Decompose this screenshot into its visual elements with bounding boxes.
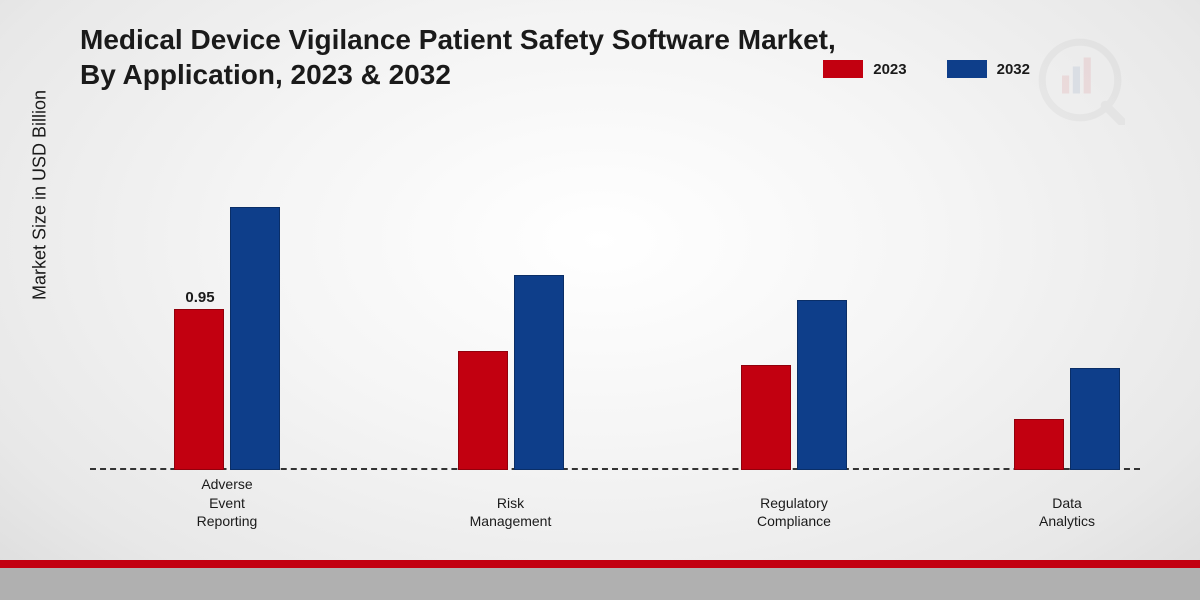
footer-bar bbox=[0, 568, 1200, 600]
chart-area: 0.95Adverse Event Reporting Risk Manageme… bbox=[90, 130, 1140, 470]
bar-group: Regulatory Compliance bbox=[741, 300, 847, 470]
x-axis-label: Data Analytics bbox=[997, 494, 1137, 530]
bar-2032 bbox=[797, 300, 847, 470]
footer-accent-bar bbox=[0, 560, 1200, 568]
x-axis-label: Adverse Event Reporting bbox=[157, 475, 297, 530]
y-axis-label: Market Size in USD Billion bbox=[30, 90, 51, 300]
legend-swatch-2023 bbox=[823, 60, 863, 78]
bar-group: Data Analytics bbox=[1014, 368, 1120, 470]
bar-2032 bbox=[514, 275, 564, 471]
bar-2023: 0.95 bbox=[174, 309, 224, 471]
chart-title: Medical Device Vigilance Patient Safety … bbox=[80, 22, 860, 92]
bar-2023 bbox=[741, 365, 791, 470]
legend-item-2023: 2023 bbox=[823, 60, 906, 78]
legend: 2023 2032 bbox=[823, 60, 1030, 78]
legend-item-2032: 2032 bbox=[947, 60, 1030, 78]
bar-2032 bbox=[1070, 368, 1120, 470]
bar-value-label: 0.95 bbox=[175, 289, 225, 310]
watermark-logo-icon bbox=[1035, 35, 1125, 125]
x-axis-label: Risk Management bbox=[441, 494, 581, 530]
legend-label-2023: 2023 bbox=[873, 61, 906, 78]
x-axis-label: Regulatory Compliance bbox=[724, 494, 864, 530]
bar-2023 bbox=[1014, 419, 1064, 470]
bar-group: Risk Management bbox=[458, 275, 564, 471]
bar-group: 0.95Adverse Event Reporting bbox=[174, 207, 280, 471]
legend-label-2032: 2032 bbox=[997, 61, 1030, 78]
bar-2023 bbox=[458, 351, 508, 470]
bar-2032 bbox=[230, 207, 280, 471]
legend-swatch-2032 bbox=[947, 60, 987, 78]
